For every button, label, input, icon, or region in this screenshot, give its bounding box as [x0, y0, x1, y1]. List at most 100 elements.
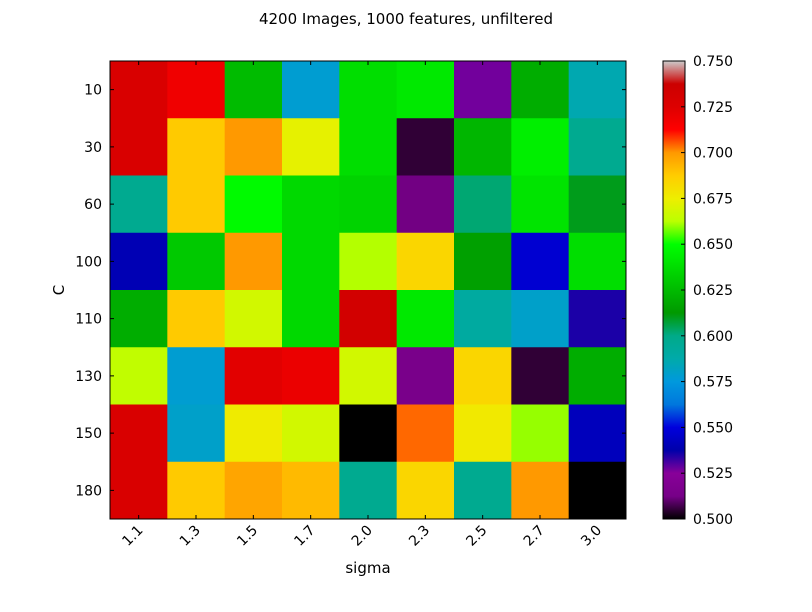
heatmap-cell — [110, 118, 168, 176]
heatmap-cell — [454, 405, 512, 463]
heatmap-cell — [397, 118, 455, 176]
heatmap-cell — [454, 118, 512, 176]
heatmap-cell — [225, 233, 283, 291]
x-tick-label: 2.5 — [463, 523, 490, 550]
heatmap-cell — [339, 347, 397, 405]
heatmap-cell — [339, 61, 397, 119]
colorbar-tick-label: 0.725 — [693, 100, 733, 116]
heatmap-cell — [397, 233, 455, 291]
heatmap-cell — [569, 233, 627, 291]
x-tick-label: 2.7 — [521, 523, 548, 550]
heatmap-cell — [511, 290, 569, 348]
heatmap-cell — [397, 405, 455, 463]
y-tick-label: 30 — [84, 140, 102, 156]
heatmap-cell — [339, 462, 397, 520]
heatmap-cell — [167, 233, 225, 291]
heatmap-cell — [282, 405, 340, 463]
heatmap-cell — [282, 118, 340, 176]
heatmap-cell — [225, 290, 283, 348]
heatmap-cell — [110, 347, 168, 405]
y-tick-label: 100 — [75, 254, 102, 270]
colorbar-tick-label: 0.550 — [693, 420, 733, 436]
heatmap-cell — [397, 61, 455, 119]
heatmap-cell — [397, 347, 455, 405]
heatmap-cell — [282, 61, 340, 119]
y-tick-label: 130 — [75, 369, 102, 385]
heatmap-cell — [225, 405, 283, 463]
heatmap-cell — [225, 176, 283, 234]
heatmap-cell — [397, 176, 455, 234]
heatmap-cell — [397, 462, 455, 520]
heatmap-cell — [282, 233, 340, 291]
heatmap-cell — [167, 176, 225, 234]
heatmap-cell — [511, 118, 569, 176]
heatmap-cell — [282, 347, 340, 405]
heatmap-cell — [569, 405, 627, 463]
heatmap-cell — [339, 290, 397, 348]
y-tick-label: 10 — [84, 83, 102, 99]
heatmap-cell — [397, 290, 455, 348]
heatmap-cell — [454, 347, 512, 405]
heatmap-cell — [569, 61, 627, 119]
heatmap-cell — [569, 462, 627, 520]
heatmap-cell — [110, 233, 168, 291]
heatmap-cell — [339, 233, 397, 291]
heatmap-cell — [511, 233, 569, 291]
heatmap-cell — [454, 61, 512, 119]
x-tick-label: 2.3 — [406, 523, 433, 550]
colorbar-tick-label: 0.700 — [693, 146, 733, 162]
heatmap-cell — [511, 176, 569, 234]
y-tick-label: 150 — [75, 426, 102, 442]
x-tick-label: 2.0 — [349, 523, 376, 550]
heatmap-cell — [167, 61, 225, 119]
heatmap-cell — [569, 290, 627, 348]
heatmap-cell — [339, 176, 397, 234]
heatmap-cell — [110, 405, 168, 463]
heatmap-cell — [454, 462, 512, 520]
y-axis-label: C — [50, 285, 68, 295]
heatmap-cell — [511, 405, 569, 463]
heatmap-cell — [110, 176, 168, 234]
heatmap-cell — [454, 290, 512, 348]
colorbar-tick-label: 0.625 — [693, 283, 733, 299]
colorbar-tick-label: 0.750 — [693, 54, 733, 70]
heatmap-cell — [569, 347, 627, 405]
x-tick-label: 1.5 — [234, 523, 261, 550]
heatmap-cell — [511, 347, 569, 405]
heatmap-cell — [110, 462, 168, 520]
heatmap-cell — [454, 233, 512, 291]
chart-title: 4200 Images, 1000 features, unfiltered — [259, 10, 553, 28]
colorbar-tick-label: 0.575 — [693, 375, 733, 391]
colorbar-tick-label: 0.600 — [693, 329, 733, 345]
heatmap-cell — [110, 61, 168, 119]
x-tick-label: 3.0 — [578, 523, 605, 550]
heatmap-cell — [167, 347, 225, 405]
heatmap-cell — [167, 118, 225, 176]
heatmap-cell — [225, 462, 283, 520]
heatmap-cells — [110, 61, 627, 520]
heatmap-cell — [339, 118, 397, 176]
heatmap-cell — [225, 118, 283, 176]
heatmap-cell — [569, 176, 627, 234]
x-axis-label: sigma — [345, 559, 390, 577]
x-tick-label: 1.1 — [119, 523, 146, 550]
heatmap-cell — [569, 118, 627, 176]
heatmap-cell — [167, 290, 225, 348]
heatmap-cell — [225, 347, 283, 405]
heatmap-cell — [454, 176, 512, 234]
heatmap-cell — [110, 290, 168, 348]
colorbar-tick-label: 0.675 — [693, 191, 733, 207]
colorbar-tick-label: 0.525 — [693, 466, 733, 482]
y-tick-label: 110 — [75, 312, 102, 328]
heatmap-cell — [511, 462, 569, 520]
x-tick-label: 1.7 — [291, 523, 318, 550]
heatmap-cell — [282, 176, 340, 234]
x-tick-label: 1.3 — [177, 523, 204, 550]
colorbar-tick-label: 0.500 — [693, 512, 733, 528]
heatmap-cell — [167, 462, 225, 520]
heatmap-cell — [282, 290, 340, 348]
heatmap-cell — [225, 61, 283, 119]
heatmap-cell — [511, 61, 569, 119]
y-tick-label: 60 — [84, 197, 102, 213]
